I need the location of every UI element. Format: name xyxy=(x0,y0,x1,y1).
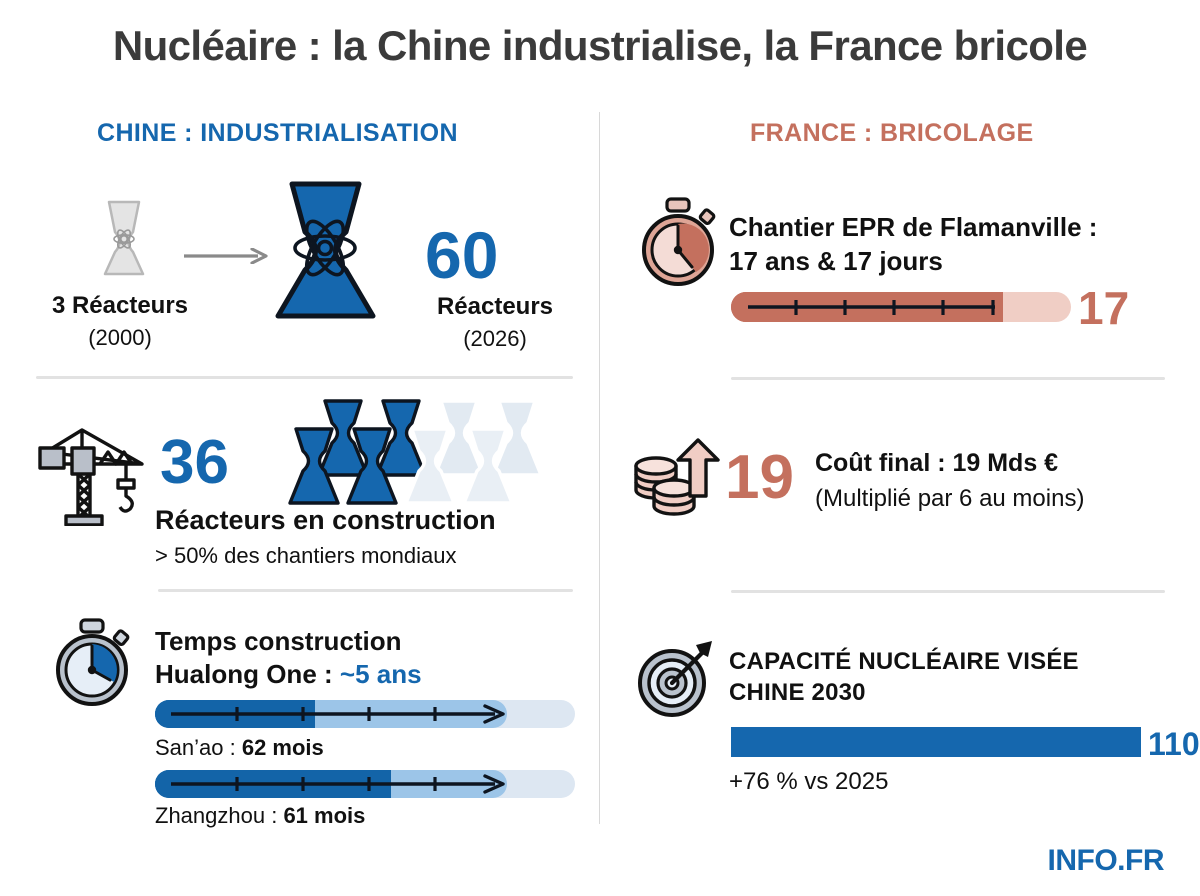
large-cooling-tower-icon xyxy=(275,181,376,319)
france-epr-line2: 17 ans & 17 jours xyxy=(729,245,943,276)
site-logo[interactable]: INFO.FR xyxy=(1047,844,1165,877)
france-capacity-line2: CHINE 2030 xyxy=(729,679,866,707)
china-bar-zhangzhou-label: Zhangzhou : 61 mois xyxy=(155,803,365,829)
france-epr-line1: Chantier EPR de Flamanville : xyxy=(729,212,1098,242)
france-epr-bar xyxy=(731,292,1071,327)
china-duration-value: ~5 ans xyxy=(339,659,422,690)
france-cost-number: 19 xyxy=(725,443,794,512)
china-bar-sanao-name: San’ao : xyxy=(155,735,242,760)
france-epr-value: 17 xyxy=(1078,282,1130,334)
crane-icon xyxy=(38,428,144,526)
stopwatch-icon xyxy=(56,618,130,706)
tower-count-icons xyxy=(288,399,543,505)
china-construction-subtitle: > 50% des chantiers mondiaux xyxy=(155,543,457,568)
china-bar-zhangzhou-graphic xyxy=(155,770,575,798)
target-icon xyxy=(638,641,712,717)
column-heading-france: FRANCE : BRICOLAGE xyxy=(750,119,1034,147)
china-bar-zhangzhou-value: 61 mois xyxy=(283,803,366,828)
china-from-label: 3 Réacteurs xyxy=(51,292,189,319)
divider-france-1 xyxy=(731,377,1165,380)
divider-china-2 xyxy=(158,589,573,592)
china-reactor-count: 60 xyxy=(425,218,499,292)
china-duration-line1: Temps construction xyxy=(155,626,402,656)
divider-france-2 xyxy=(731,590,1165,593)
page-title: Nucléaire : la Chine industrialise, la F… xyxy=(112,22,1088,69)
france-capacity-value: 110 GW xyxy=(1148,726,1200,762)
france-cost-title: Coût final : 19 Mds € xyxy=(815,449,1059,477)
france-epr-title: Chantier EPR de Flamanville : 17 ans & 1… xyxy=(729,211,1097,279)
france-capacity-subtitle: +76 % vs 2025 xyxy=(729,768,889,795)
france-epr-bar-graphic xyxy=(731,292,1071,322)
vertical-divider xyxy=(599,112,600,824)
arrow-right-icon xyxy=(184,248,268,264)
china-bar-sanao xyxy=(155,700,575,733)
france-cost-subtitle: (Multiplié par 6 au moins) xyxy=(815,485,1085,512)
china-bar-sanao-label: San’ao : 62 mois xyxy=(155,735,324,761)
stopwatch-icon xyxy=(642,197,716,286)
china-bar-sanao-graphic xyxy=(155,700,575,728)
france-capacity-bar xyxy=(731,727,1141,757)
small-cooling-tower-icon xyxy=(103,200,145,276)
china-duration-line2-prefix: Hualong One : xyxy=(155,659,340,690)
china-construction-count: 36 xyxy=(160,428,229,497)
france-capacity-title: CAPACITÉ NUCLÉAIRE VISÉE CHINE 2030 xyxy=(729,646,1079,708)
china-duration-title: Temps construction Hualong One : ~5 ans xyxy=(155,625,422,692)
divider-china-1 xyxy=(36,376,573,379)
china-to-year: (2026) xyxy=(463,326,527,351)
coins-up-arrow-icon xyxy=(634,438,720,516)
france-capacity-line1: CAPACITÉ NUCLÉAIRE VISÉE xyxy=(729,648,1079,675)
column-heading-china: CHINE : INDUSTRIALISATION xyxy=(97,119,458,147)
china-to-label: Réacteurs xyxy=(436,293,554,320)
china-construction-title: Réacteurs en construction xyxy=(155,505,496,535)
china-from-year: (2000) xyxy=(88,325,152,350)
china-bar-zhangzhou xyxy=(155,770,575,803)
china-bar-sanao-value: 62 mois xyxy=(241,735,324,760)
china-bar-zhangzhou-name: Zhangzhou : xyxy=(155,803,284,828)
